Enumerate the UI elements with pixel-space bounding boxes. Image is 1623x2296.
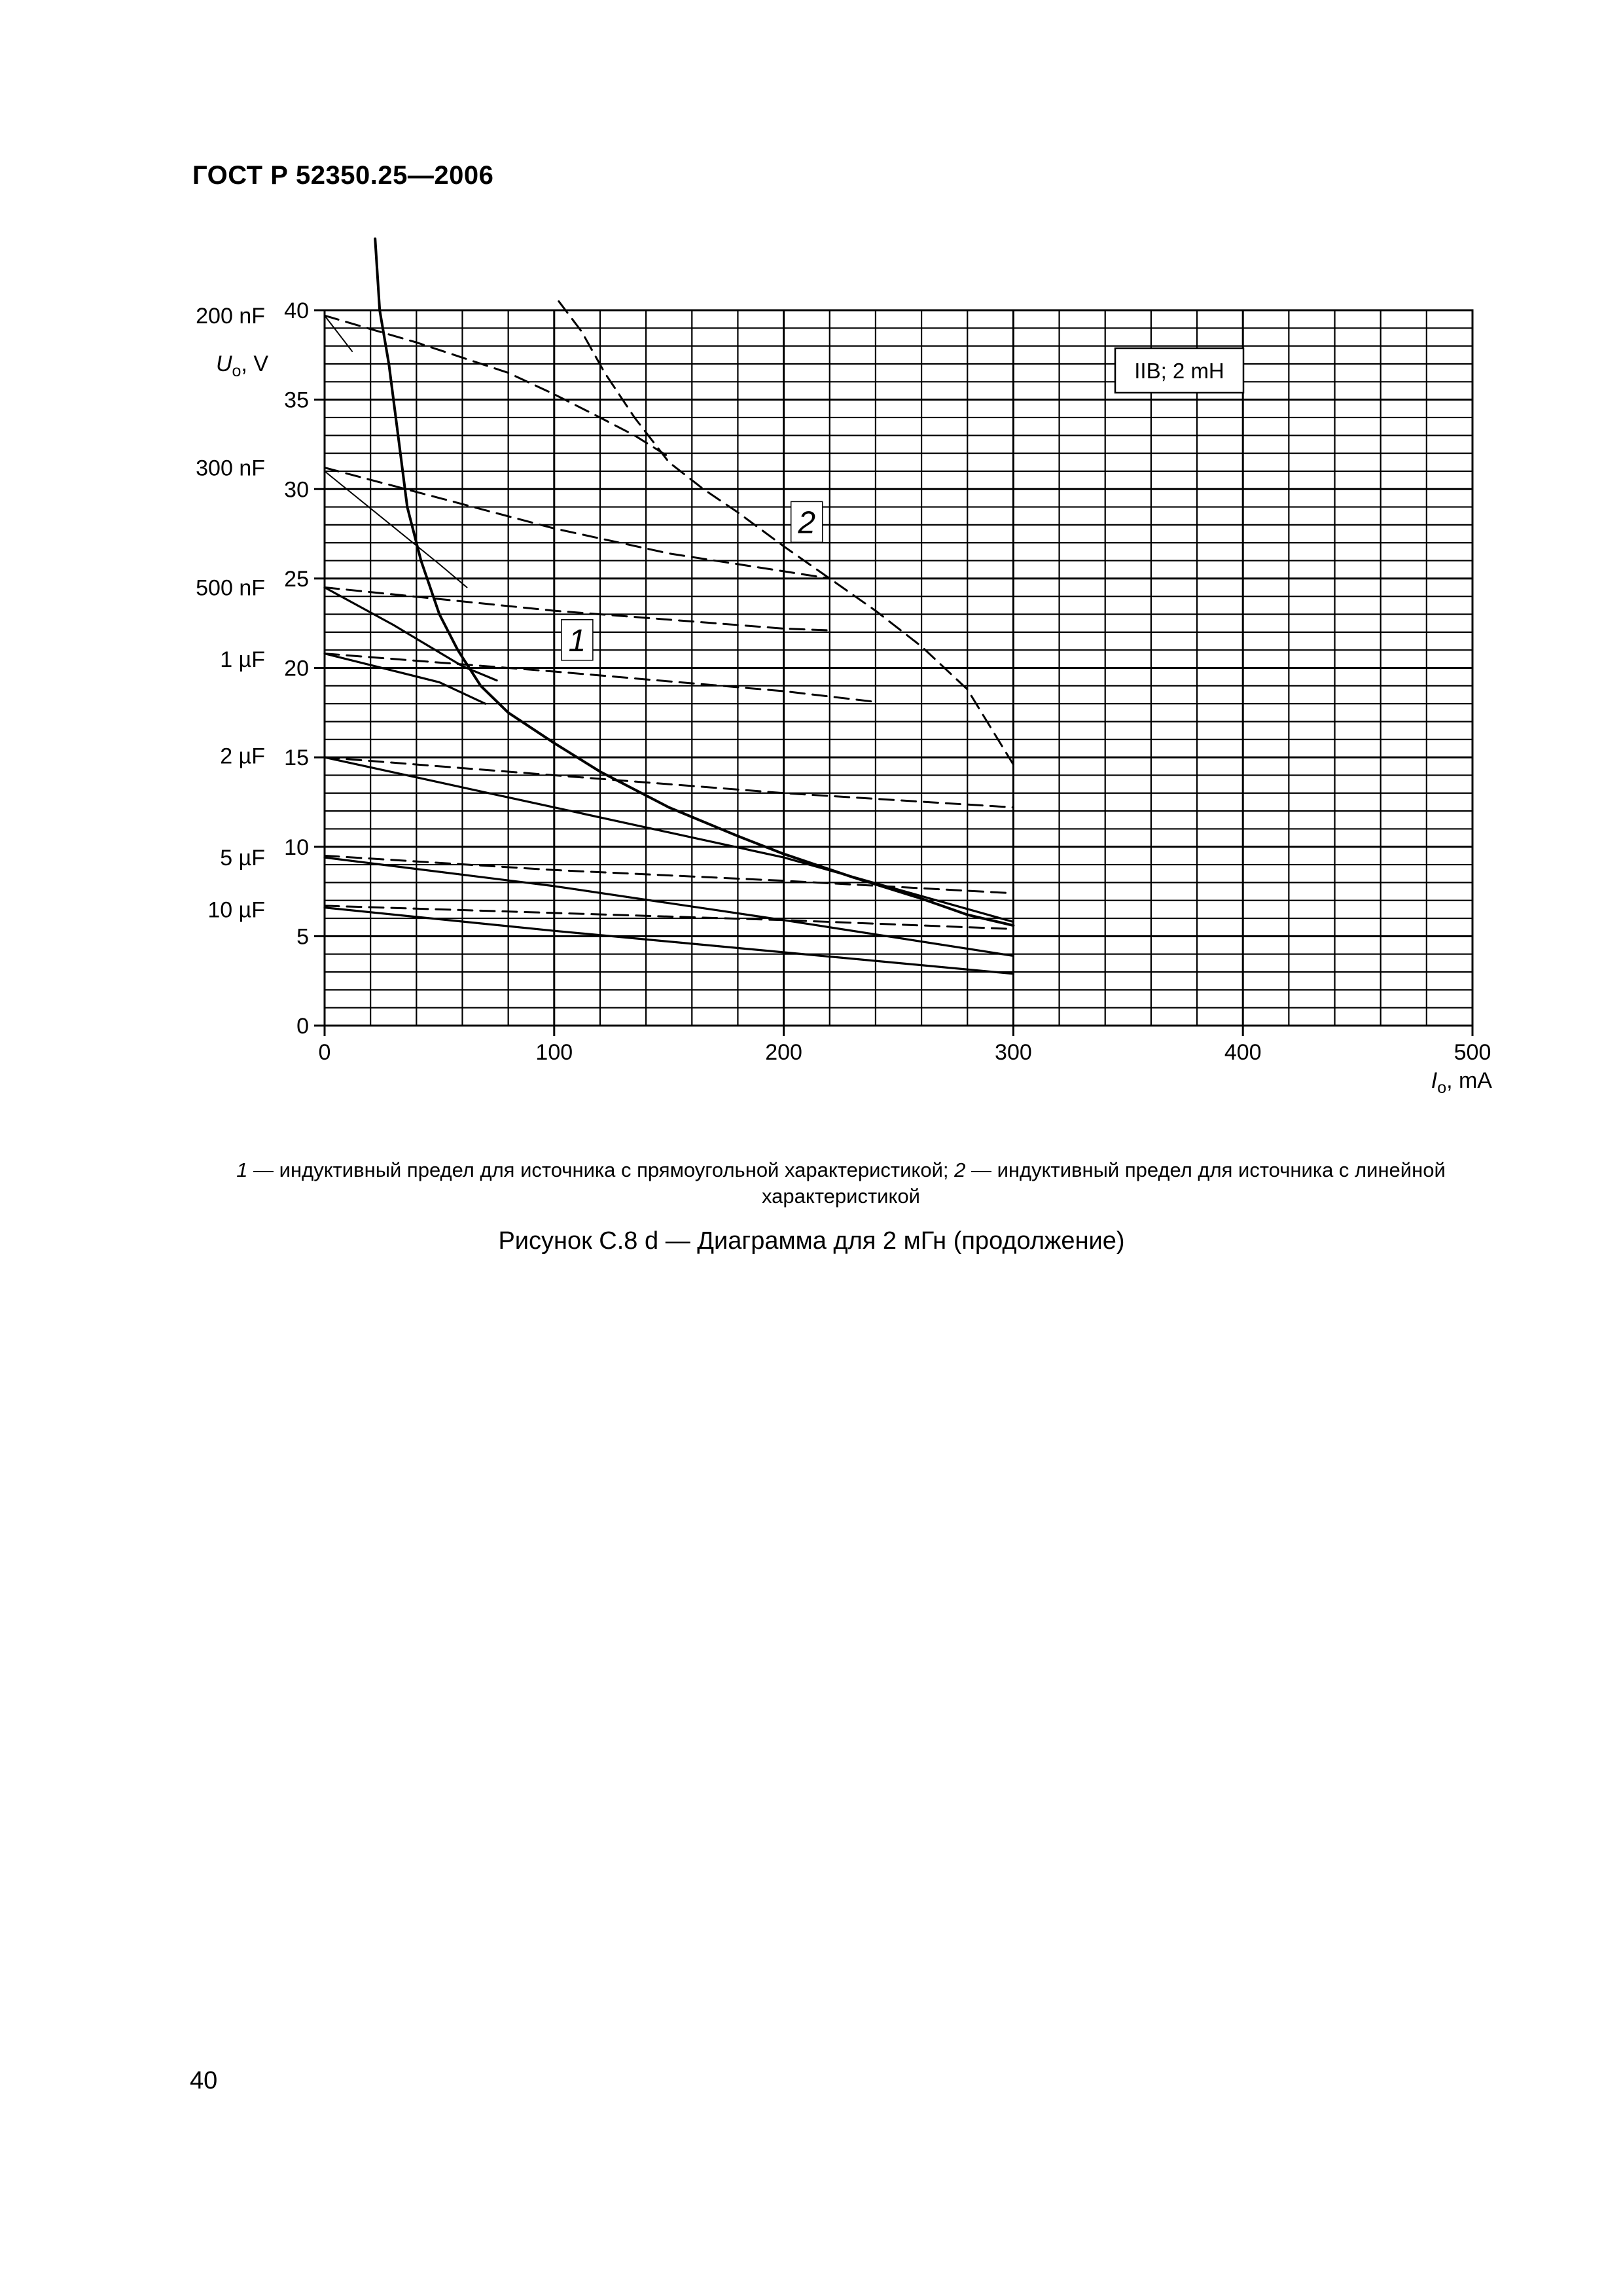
x-tick-label: 0: [319, 1040, 331, 1065]
y-axis-label-unit: , V: [241, 351, 268, 376]
note-2-text: — индуктивный предел для источника с лин…: [762, 1158, 1446, 1208]
series-line-7: [323, 586, 831, 632]
y-tick-label: 20: [284, 656, 309, 681]
series-line-8: [323, 586, 498, 682]
y-tick-label: 15: [284, 745, 309, 770]
capacitance-label: 10 µF: [207, 897, 265, 922]
series-line-3: [323, 314, 670, 458]
x-tick-label: 300: [995, 1040, 1032, 1065]
chart: 0 100 200 300 400 500 0 5 10 15 20 25 30 35 40 200 nF 3…: [196, 237, 1493, 1097]
capacitance-label: 500 nF: [196, 576, 265, 601]
y-tick-label: 30: [284, 477, 309, 502]
grid: [325, 310, 1472, 1026]
note-1-text: — индуктивный предел для источника с пря…: [247, 1158, 955, 1181]
series-line-9: [323, 653, 877, 703]
x-axis-label-symbol: I: [1431, 1068, 1438, 1093]
y-tick-label: 5: [296, 924, 309, 949]
series-line-15: [323, 905, 1014, 930]
curve-label-box: [790, 501, 823, 543]
y-tick-label: 0: [296, 1014, 309, 1039]
series-line-2: [558, 300, 1014, 766]
figure-notes: 1 — индуктивный предел для источника с п…: [190, 1157, 1492, 1210]
curve-label-box: [561, 619, 594, 661]
figure-caption: Рисунок С.8 d — Диаграмма для 2 мГн (про…: [498, 1227, 1125, 1255]
series-layer: [323, 237, 1015, 975]
series-line-10: [323, 652, 487, 705]
curve-label: 2: [797, 505, 815, 540]
y-axis-label-symbol: U: [216, 351, 232, 376]
series-line-12: [323, 756, 1015, 924]
series-line-14: [323, 856, 1015, 958]
series-line-4: [324, 315, 353, 352]
y-tick-label: 35: [284, 388, 309, 413]
capacitance-label: 2 µF: [220, 744, 265, 768]
x-tick-label: 100: [535, 1040, 573, 1065]
x-tick-label: 500: [1454, 1040, 1491, 1065]
capacitance-label: 300 nF: [196, 456, 265, 480]
labels: 200 nF 300 nF 500 nF 1 µF 2 µF 5 µF 10 µF 1 2: [196, 304, 823, 922]
series-line-11: [323, 756, 1014, 809]
annotation-box-frame: [1114, 347, 1245, 394]
x-axis-label-unit: , mA: [1446, 1068, 1492, 1093]
y-tick-label: 40: [284, 298, 309, 323]
series-line-5: [323, 467, 831, 580]
curve-label: 1: [569, 624, 586, 658]
y-axis-label: Uo, V: [216, 351, 268, 380]
capacitance-label: 200 nF: [196, 304, 265, 329]
capacitance-label: 1 µF: [220, 647, 265, 672]
x-axis-label: Io, mA: [1431, 1068, 1493, 1097]
capacitance-label: 5 µF: [220, 846, 265, 870]
note-2-id: 2: [954, 1158, 966, 1181]
y-tick-label: 10: [284, 835, 309, 860]
note-1-id: 1: [236, 1158, 248, 1181]
y-tick-label: 25: [284, 567, 309, 592]
x-tick-label: 200: [765, 1040, 802, 1065]
document-header: ГОСТ Р 52350.25—2006: [192, 161, 494, 190]
y-axis-label-subscript: o: [232, 362, 241, 380]
annotation-box: IIB; 2 mH: [1114, 347, 1245, 394]
x-axis-label-subscript: o: [1437, 1079, 1446, 1097]
x-tick-label: 400: [1224, 1040, 1262, 1065]
series-line-6: [324, 470, 468, 588]
series-line-1: [374, 237, 1015, 927]
annotation-box-text: IIB; 2 mH: [1134, 359, 1224, 383]
series-line-16: [323, 906, 1015, 975]
page-number: 40: [190, 2067, 218, 2094]
series-line-13: [323, 854, 1014, 895]
axes: 0 100 200 300 400 500 0 5 10 15 20 25 30 35 40: [284, 298, 1491, 1065]
